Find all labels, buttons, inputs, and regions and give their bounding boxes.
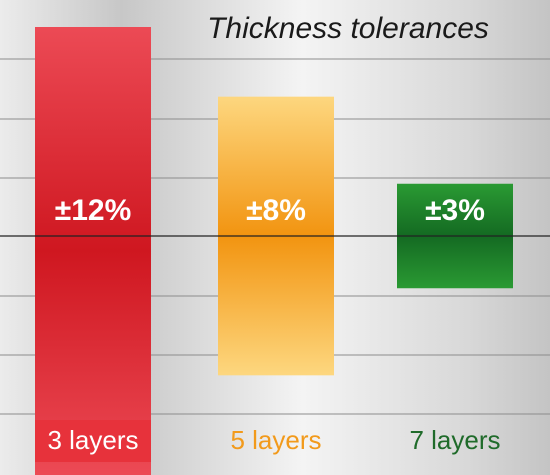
bar-labels: ±12% ±8% ±3% <box>55 194 485 227</box>
category-labels: 3 layers 5 layers 7 layers <box>35 420 501 462</box>
bar-value-label: ±3% <box>425 194 485 227</box>
category-label: 7 layers <box>409 425 500 455</box>
category-label: 3 layers <box>47 425 138 455</box>
category-label-background <box>35 420 151 462</box>
bar-value-label: ±12% <box>55 194 132 227</box>
category-label: 5 layers <box>230 425 321 455</box>
chart-title: Thickness tolerances <box>207 12 489 45</box>
bar-3-layers <box>35 27 151 475</box>
bar-value-label: ±8% <box>246 194 306 227</box>
